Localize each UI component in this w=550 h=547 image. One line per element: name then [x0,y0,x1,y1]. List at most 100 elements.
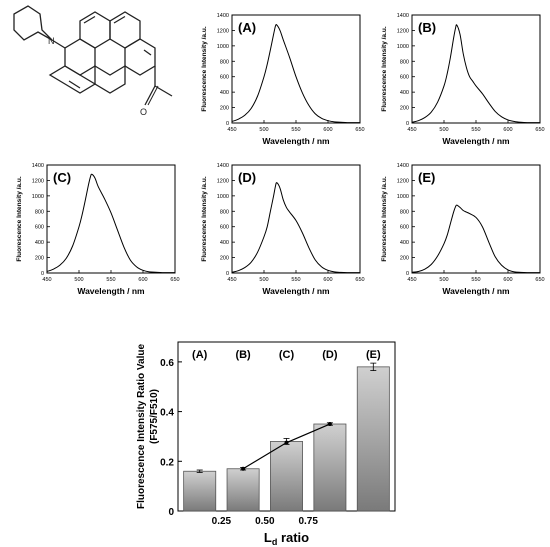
y-axis-label: Fluorescence Intensity /a.u. [16,176,23,261]
x-tick-label: 650 [355,127,364,133]
category-label: (C) [279,349,295,361]
ring-2 [109,11,141,49]
x-tick-label: 550 [291,127,300,133]
x-tick-label: 550 [471,277,480,283]
oxygen-label: O [140,107,147,117]
x-axis-label: Wavelength / nm [77,286,145,296]
y-tick-label: 400 [35,240,44,246]
panel-label: (C) [53,170,71,185]
y-tick-label: 800 [220,59,229,65]
x-tick-label: 550 [106,277,115,283]
x-axis-label: Wavelength / nm [442,136,510,146]
ratio-bar-chart: 0 0.2 0.4 0.6 (A) (B) 0.25 (C) 0.50 (D) 0.75 (E) Ld … [136,341,396,545]
x-tick-label: 600 [503,127,512,133]
y-tick-label: 0.2 [160,457,174,468]
x-tick-label: 0.50 [255,516,275,527]
x-tick-label: 650 [170,277,179,283]
y-tick-label: 0 [226,121,229,127]
spectrum-line [231,182,360,274]
y-tick-label: 800 [400,209,409,215]
x-tick-label: 450 [227,277,236,283]
y-tick-label: 400 [220,240,229,246]
bar [313,423,347,512]
x-tick-label: 450 [407,277,416,283]
y-tick-label: 200 [220,106,229,112]
x-tick-label: 450 [407,127,416,133]
y-axis-label: Fluorescence Intensity Ratio Value [136,344,147,509]
y-tick-label: 600 [220,75,229,81]
y-tick-label: 1000 [397,194,409,200]
piperidine-ring [13,5,53,41]
y-tick-label: 1200 [397,28,409,34]
x-tick-label: 450 [42,277,51,283]
y-tick-label: 0.6 [160,358,174,369]
y-tick-label: 400 [400,90,409,96]
x-tick-label: 650 [535,277,544,283]
y-tick-label: 800 [220,209,229,215]
spectrum-line [46,173,175,274]
panel-label: (D) [238,170,256,185]
y-axis-label: Fluorescence Intensity /a.u. [381,176,388,261]
spectrum-panel-d: 0 200 400 600 800 1000 1200 1400 450 500 550 600 650… [201,163,365,296]
category-label: (A) [192,349,208,361]
y-tick-label: 0 [406,121,409,127]
y-tick-label: 0 [41,271,44,277]
molecule-structure: N O [13,5,173,117]
x-tick-label: 0.25 [212,516,232,527]
spectrum-line [411,204,540,274]
x-tick-label: 0.75 [298,516,318,527]
bar [356,366,390,512]
x-axis-label: Wavelength / nm [262,286,330,296]
y-tick-label: 1000 [217,194,229,200]
y-tick-label: 1400 [397,13,409,19]
x-tick-label: 500 [74,277,83,283]
x-axis-label: Ld ratio [264,530,309,545]
ring-6 [48,65,97,94]
y-tick-label: 400 [400,240,409,246]
y-tick-label: 400 [220,90,229,96]
trend-point [241,466,246,471]
y-tick-label: 600 [35,225,44,231]
y-tick-label: 200 [220,256,229,262]
y-tick-label: 0 [406,271,409,277]
y-tick-label: 800 [35,209,44,215]
spectrum-line [411,24,540,124]
x-tick-label: 500 [259,277,268,283]
trend-point [284,440,289,445]
bar [183,470,217,512]
y-tick-label: 0 [226,271,229,277]
ring-5 [94,64,126,94]
y-tick-label: 200 [35,256,44,262]
spectrum-line [231,24,360,124]
y-axis-sublabel: (F575/F510) [149,389,160,444]
y-tick-label: 1400 [32,163,44,169]
y-tick-label: 1400 [217,163,229,169]
y-tick-label: 0.4 [160,408,174,419]
y-axis-label: Fluorescence Intensity /a.u. [201,26,208,111]
ring-1 [79,11,111,49]
spectrum-panel-c: 0 200 400 600 800 1000 1200 1400 450 500 550 600 650… [16,163,180,296]
spectrum-panel-a: 0 200 400 600 800 1000 1200 1400 450 500 550 600 650… [201,13,365,146]
x-tick-label: 550 [471,127,480,133]
x-tick-label: 650 [355,277,364,283]
panel-label: (E) [418,170,435,185]
bar [226,468,260,512]
spectrum-panel-b: 0 200 400 600 800 1000 1200 1400 450 500 550 600 650… [381,13,545,146]
x-axis-label: Wavelength / nm [442,286,510,296]
bar [270,441,303,512]
y-tick-label: 600 [400,75,409,81]
y-tick-label: 1200 [397,178,409,184]
x-tick-label: 550 [291,277,300,283]
y-tick-label: 1000 [217,44,229,50]
y-axis-label: Fluorescence Intensity /a.u. [381,26,388,111]
spectrum-panel-e: 0 200 400 600 800 1000 1200 1400 450 500 550 600 650… [381,163,545,296]
y-tick-label: 1200 [32,178,44,184]
panel-label: (B) [418,20,436,35]
y-axis-label: Fluorescence Intensity /a.u. [201,176,208,261]
y-tick-label: 1000 [397,44,409,50]
category-label: (D) [322,349,338,361]
y-tick-label: 1400 [217,13,229,19]
ring-4 [124,38,156,76]
y-tick-label: 1000 [32,194,44,200]
category-label: (E) [366,349,381,361]
